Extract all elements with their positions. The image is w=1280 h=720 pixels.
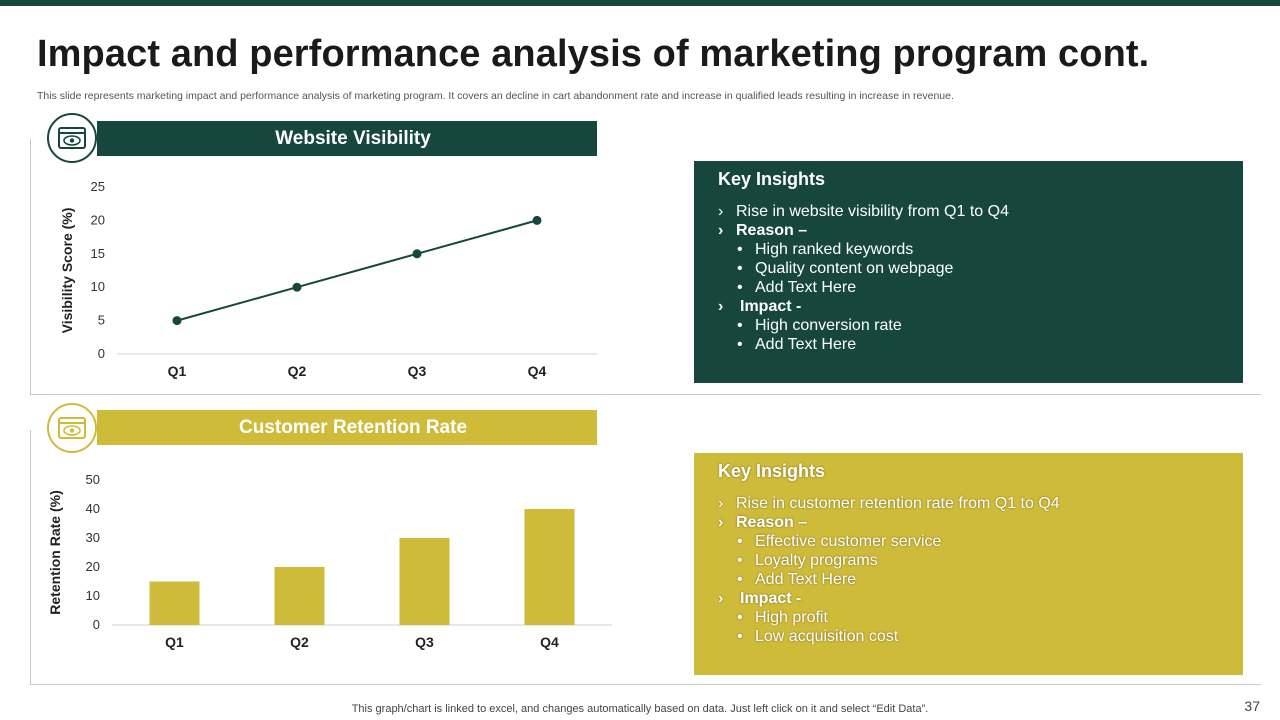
banner-title: Customer Retention Rate	[238, 416, 468, 438]
banner-title: Website Visibility	[275, 127, 431, 149]
insight-impact-label: › Impact -	[718, 298, 802, 315]
insights-title: Key Insights	[718, 169, 826, 189]
website-visibility-line-chart[interactable]: 0 5 10 15 20 25 Visibility Score (%) Q1 Q2 Q3 Q4	[30, 165, 610, 390]
data-point	[412, 249, 422, 259]
y-axis-label: Visibility Score (%)	[59, 208, 75, 334]
insight-reason-item: • Add Text Here	[737, 571, 857, 588]
insight-impact-item: • Add Text Here	[737, 336, 857, 353]
y-tick-label: 50	[86, 472, 100, 487]
bar	[274, 567, 325, 625]
bar	[149, 581, 200, 625]
y-tick-label: 15	[91, 246, 105, 261]
y-tick-label: 0	[93, 617, 100, 632]
insight-reason-label: › Reason –	[718, 514, 808, 531]
bar	[524, 509, 575, 625]
insight-point: › Rise in customer retention rate from Q1…	[718, 495, 1060, 512]
page-subtitle: This slide represents marketing impact a…	[37, 90, 954, 102]
insight-impact-label: › Impact -	[718, 590, 802, 607]
insight-reason-item: • Add Text Here	[737, 279, 857, 296]
key-insights-customer-retention: Key Insights › Rise in customer retention…	[694, 453, 1243, 675]
insight-reason-item: • Quality content on webpage	[737, 260, 954, 277]
y-tick-label: 30	[86, 530, 100, 545]
data-point	[532, 215, 542, 225]
insight-impact-item: • High profit	[737, 609, 828, 626]
y-tick-label: 0	[98, 346, 105, 361]
y-tick-label: 20	[91, 212, 105, 227]
top-accent-bar	[0, 0, 1280, 6]
page-number: 37	[1244, 698, 1260, 714]
series-line	[176, 219, 538, 322]
browser-eye-icon	[47, 403, 97, 453]
insight-point: › Rise in website visibility from Q1 to Q…	[718, 203, 1009, 220]
insight-reason-item: • Loyalty programs	[737, 552, 878, 569]
page-title: Impact and performance analysis of marke…	[37, 33, 1150, 75]
browser-eye-icon	[47, 113, 97, 163]
y-tick-label: 25	[91, 179, 105, 194]
insights-title: Key Insights	[718, 461, 826, 481]
y-tick-label: 40	[86, 501, 100, 516]
data-point	[292, 282, 302, 292]
data-point	[172, 316, 182, 326]
key-insights-website-visibility: Key Insights › Rise in website visibility…	[694, 161, 1243, 383]
banner-customer-retention: Customer Retention Rate	[97, 410, 597, 445]
bar	[399, 538, 450, 625]
x-tick-label: Q2	[290, 634, 309, 650]
insight-impact-item: • Low acquisition cost	[737, 628, 899, 645]
x-tick-label: Q2	[288, 363, 307, 379]
insight-reason-label: › Reason –	[718, 222, 808, 239]
panel-frame-customer-retention	[30, 430, 1261, 685]
y-tick-label: 10	[91, 279, 105, 294]
y-tick-label: 20	[86, 559, 100, 574]
x-tick-label: Q3	[408, 363, 427, 379]
insight-reason-item: • High ranked keywords	[737, 241, 914, 258]
x-tick-label: Q3	[415, 634, 434, 650]
y-tick-label: 10	[86, 588, 100, 603]
footer-note: This graph/chart is linked to excel, and…	[351, 703, 929, 715]
x-tick-label: Q4	[540, 634, 559, 650]
panel-frame-website-visibility	[30, 139, 1261, 395]
banner-website-visibility: Website Visibility	[97, 121, 597, 156]
insight-impact-item: • High conversion rate	[737, 317, 902, 334]
x-tick-label: Q1	[165, 634, 184, 650]
insight-reason-item: • Effective customer service	[737, 533, 942, 550]
x-tick-label: Q4	[528, 363, 547, 379]
y-tick-label: 5	[98, 313, 105, 328]
y-axis-label: Retention Rate (%)	[47, 490, 63, 614]
x-tick-label: Q1	[168, 363, 187, 379]
customer-retention-bar-chart[interactable]: 0 10 20 30 40 50 Retention Rate (%) Q1 Q2 Q3 Q4	[30, 455, 630, 675]
